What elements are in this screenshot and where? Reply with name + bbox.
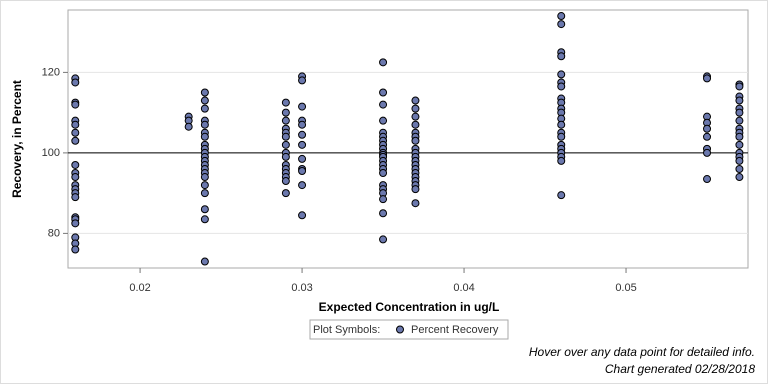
point[interactable] [379, 235, 388, 244]
point[interactable] [379, 169, 388, 178]
point[interactable] [557, 70, 566, 79]
point[interactable] [411, 104, 420, 113]
point[interactable] [379, 116, 388, 125]
point[interactable] [71, 245, 80, 254]
point[interactable] [71, 160, 80, 169]
point[interactable] [703, 175, 712, 184]
y-axis-label: Recovery, in Percent [10, 80, 24, 198]
point[interactable] [298, 166, 307, 175]
point[interactable] [200, 189, 209, 198]
point[interactable] [411, 120, 420, 129]
point[interactable] [703, 132, 712, 141]
x-tick-label: 0.05 [615, 282, 636, 294]
point[interactable] [735, 82, 744, 91]
y-tick-label: 100 [42, 147, 60, 159]
point[interactable] [557, 120, 566, 129]
point[interactable] [379, 195, 388, 204]
point[interactable] [557, 20, 566, 29]
legend [309, 319, 509, 340]
x-axis-label: Expected Concentration in ug/L [319, 300, 500, 314]
point[interactable] [735, 156, 744, 165]
point[interactable] [735, 108, 744, 117]
point[interactable] [557, 132, 566, 141]
x-tick-label: 0.04 [453, 282, 474, 294]
point[interactable] [557, 156, 566, 165]
point[interactable] [557, 12, 566, 21]
legend-symbol [396, 325, 404, 334]
footnote: Hover over any data point for detailed i… [529, 345, 755, 359]
legend-label[interactable]: Percent Recovery [411, 324, 499, 336]
point[interactable] [281, 108, 290, 117]
plot-area [67, 9, 749, 269]
point[interactable] [71, 128, 80, 137]
point[interactable] [71, 136, 80, 145]
footnote: Chart generated 02/28/2018 [605, 362, 755, 376]
point[interactable] [281, 140, 290, 149]
point[interactable] [281, 98, 290, 107]
point[interactable] [379, 88, 388, 97]
point[interactable] [735, 164, 744, 173]
point[interactable] [411, 136, 420, 145]
point[interactable] [379, 58, 388, 67]
point[interactable] [379, 100, 388, 109]
point[interactable] [200, 104, 209, 113]
point[interactable] [200, 205, 209, 214]
point[interactable] [71, 173, 80, 182]
point[interactable] [298, 120, 307, 129]
point[interactable] [71, 120, 80, 129]
point[interactable] [200, 132, 209, 141]
point[interactable] [703, 124, 712, 133]
point[interactable] [411, 112, 420, 121]
y-tick-label: 80 [48, 227, 60, 239]
point[interactable] [281, 116, 290, 125]
point[interactable] [298, 154, 307, 163]
point[interactable] [281, 177, 290, 186]
point[interactable] [184, 122, 193, 131]
point[interactable] [281, 132, 290, 141]
point[interactable] [557, 191, 566, 200]
point[interactable] [71, 78, 80, 87]
point[interactable] [298, 181, 307, 190]
point[interactable] [298, 130, 307, 139]
point[interactable] [71, 193, 80, 202]
point[interactable] [200, 88, 209, 97]
point[interactable] [200, 96, 209, 105]
point[interactable] [703, 148, 712, 157]
point[interactable] [557, 82, 566, 91]
point[interactable] [735, 132, 744, 141]
point[interactable] [735, 116, 744, 125]
x-tick-label: 0.03 [291, 282, 312, 294]
point[interactable] [298, 102, 307, 111]
point[interactable] [411, 185, 420, 194]
point[interactable] [735, 173, 744, 182]
point[interactable] [200, 215, 209, 224]
y-tick-label: 120 [42, 66, 60, 78]
point[interactable] [200, 257, 209, 266]
point[interactable] [71, 100, 80, 109]
point[interactable] [71, 219, 80, 228]
point[interactable] [735, 140, 744, 149]
point[interactable] [200, 173, 209, 182]
point[interactable] [557, 52, 566, 61]
point[interactable] [200, 120, 209, 129]
point[interactable] [281, 189, 290, 198]
point[interactable] [281, 152, 290, 161]
point[interactable] [703, 74, 712, 83]
x-tick-label: 0.02 [129, 282, 150, 294]
point[interactable] [200, 181, 209, 190]
point[interactable] [411, 96, 420, 105]
point[interactable] [298, 140, 307, 149]
point[interactable] [411, 199, 420, 208]
point[interactable] [298, 211, 307, 220]
point[interactable] [379, 209, 388, 218]
point[interactable] [735, 96, 744, 105]
point[interactable] [298, 76, 307, 85]
legend-title: Plot Symbols: [313, 324, 380, 336]
